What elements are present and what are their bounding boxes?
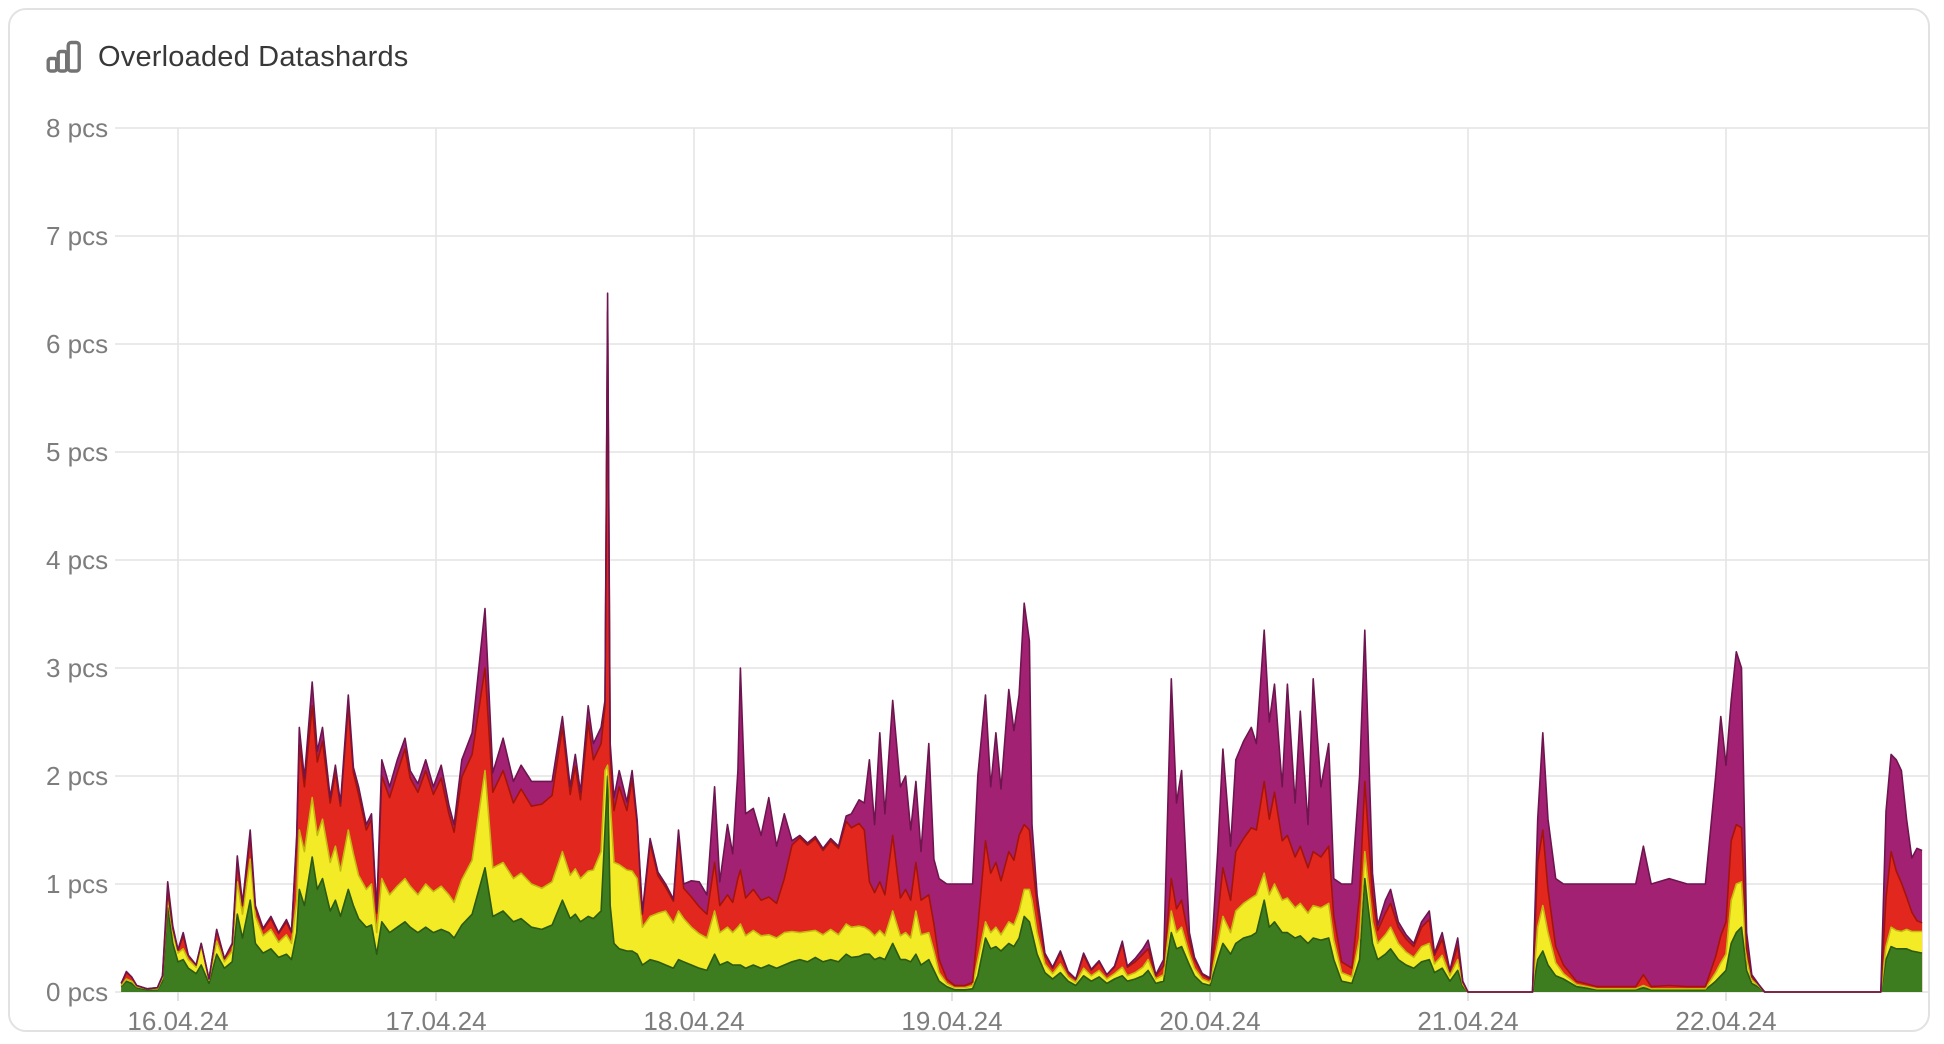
- bar-chart-icon: [46, 40, 81, 73]
- x-axis-tick-label: 18.04.24: [643, 1006, 744, 1036]
- x-axis-tick-label: 22.04.24: [1675, 1006, 1776, 1036]
- y-axis-tick-label: 8 pcs: [46, 113, 108, 143]
- y-axis-tick-label: 2 pcs: [46, 761, 108, 791]
- y-axis-tick-label: 6 pcs: [46, 329, 108, 359]
- x-axis-tick-label: 16.04.24: [127, 1006, 228, 1036]
- y-axis-tick-label: 3 pcs: [46, 653, 108, 683]
- stacked-area-chart[interactable]: 0 pcs 1 pcs 2 pcs 3 pcs 4 pcs 5 pcs 6 pcs 7 pcs…: [10, 10, 1944, 1044]
- x-axis-tick-label: 19.04.24: [901, 1006, 1002, 1036]
- chart-panel: Overloaded Datashards 0 pcs 1 pcs 2 pcs 3 p…: [8, 8, 1930, 1036]
- chart-areas: [121, 293, 1923, 993]
- x-axis-tick-label: 21.04.24: [1417, 1006, 1518, 1036]
- chart-series-lines: [120, 292, 1923, 993]
- x-axis-tick-label: 20.04.24: [1159, 1006, 1260, 1036]
- x-axis-labels: 16.04.24 17.04.24 18.04.24 19.04.24 20.04.24…: [127, 1006, 1776, 1036]
- y-axis-labels: 0 pcs 1 pcs 2 pcs 3 pcs 4 pcs 5 pcs 6 pcs 7 pcs…: [46, 113, 108, 1007]
- y-axis-tick-label: 0 pcs: [46, 977, 108, 1007]
- x-axis-tick-label: 17.04.24: [385, 1006, 486, 1036]
- y-axis-tick-label: 4 pcs: [46, 545, 108, 575]
- chart-title: Overloaded Datashards: [98, 40, 409, 73]
- y-axis-tick-label: 1 pcs: [46, 869, 108, 899]
- panel-header: Overloaded Datashards: [46, 40, 408, 74]
- y-axis-tick-label: 5 pcs: [46, 437, 108, 467]
- y-axis-tick-label: 7 pcs: [46, 221, 108, 251]
